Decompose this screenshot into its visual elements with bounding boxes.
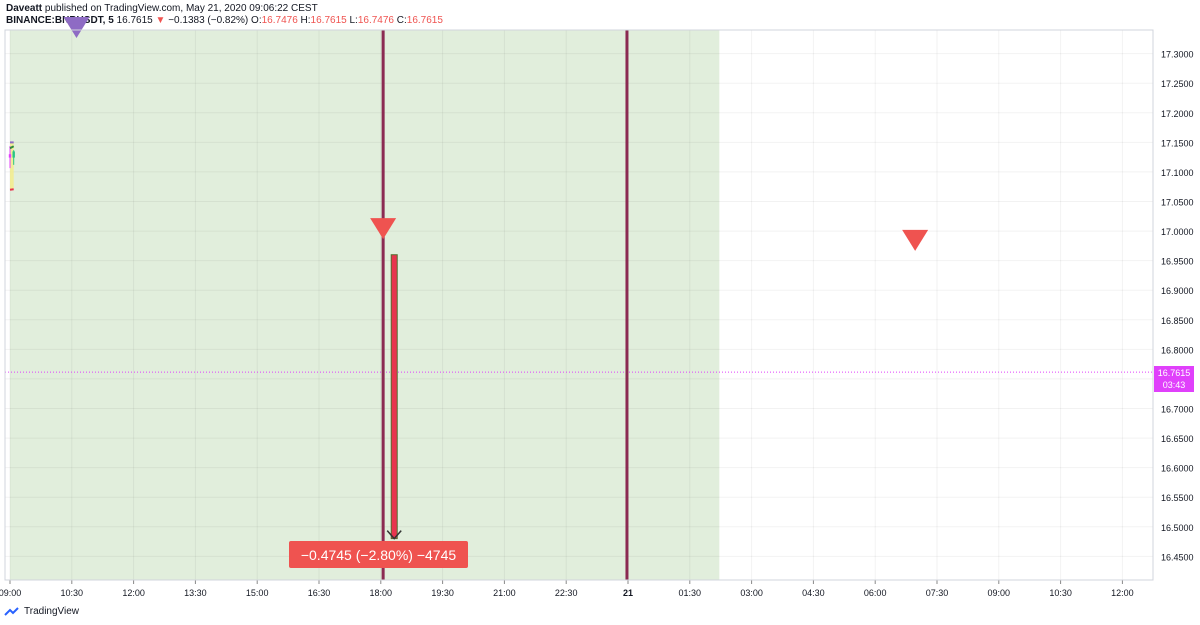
zone-bull — [10, 30, 720, 580]
y-tick-label: 16.5500 — [1161, 493, 1194, 503]
signals-layer — [63, 17, 929, 251]
y-tick-label: 17.2000 — [1161, 109, 1194, 119]
last-price-tag-value: 16.7615 — [1157, 368, 1191, 378]
open-label: O: — [251, 15, 262, 26]
last-price: 16.7615 — [116, 15, 153, 26]
tradingview-logo-icon[interactable] — [4, 606, 20, 617]
axes-layer: 17.3000 17.2500 17.2000 17.1500 17.1000 17.05… — [0, 29, 1194, 598]
x-tick-label: 09:00 — [988, 588, 1011, 598]
x-tick-label: 06:00 — [864, 588, 887, 598]
trade-range-bar — [390, 254, 398, 540]
symbol-label: BINANCE:BNBUSDT, 5 — [6, 15, 114, 26]
y-tick-label: 16.8500 — [1161, 316, 1194, 326]
y-tick-label: 17.0500 — [1161, 198, 1194, 208]
ohlc-legend: BINANCE:BNBUSDT, 5 16.7615 ▼ −0.1383 (−0… — [6, 15, 443, 26]
x-tick-label: 13:30 — [184, 588, 207, 598]
ma-green-line — [9, 145, 15, 150]
y-tick-label: 16.8000 — [1161, 345, 1194, 355]
x-tick-label: 21 — [623, 588, 633, 598]
cloud-layer — [10, 142, 14, 190]
change-value: −0.1383 (−0.82%) — [168, 15, 249, 26]
sell-signal-icon — [902, 229, 929, 251]
plot-frame — [4, 29, 1154, 581]
trade-result-badge: −0.4745 (−2.80%) −4745 — [289, 541, 468, 568]
author-name[interactable]: Daveatt — [6, 3, 43, 14]
x-tick-label: 15:00 — [246, 588, 269, 598]
y-tick-label: 17.2500 — [1161, 79, 1194, 89]
y-tick-label: 16.7000 — [1161, 404, 1194, 414]
y-tick-label: 17.1000 — [1161, 168, 1194, 178]
y-tick-label: 16.6000 — [1161, 464, 1194, 474]
y-tick-label: 16.9000 — [1161, 286, 1194, 296]
x-tick-label: 10:30 — [61, 588, 84, 598]
footer: TradingView — [4, 606, 79, 617]
x-tick-label: 09:00 — [0, 588, 21, 598]
high-value: 16.7615 — [310, 15, 347, 26]
sell-signal-icon — [370, 218, 397, 240]
footer-brand[interactable]: TradingView — [24, 606, 80, 617]
y-tick-label: 16.9500 — [1161, 257, 1194, 267]
x-tick-label: 22:30 — [555, 588, 578, 598]
candles-layer — [8, 146, 15, 169]
x-tick-label: 01:30 — [679, 588, 702, 598]
vertical-lines-layer — [381, 30, 629, 580]
x-tick-label: 19:30 — [431, 588, 454, 598]
trade-exit-arrow-icon — [386, 530, 402, 540]
y-tick-label: 16.6500 — [1161, 434, 1194, 444]
x-tick-label: 12:00 — [1111, 588, 1134, 598]
y-tick-label: 17.0000 — [1161, 227, 1194, 237]
candle-down-body — [8, 154, 12, 158]
x-tick-label: 04:30 — [802, 588, 825, 598]
x-tick-label: 18:00 — [370, 588, 393, 598]
down-arrow-icon: ▼ — [155, 15, 166, 26]
y-tick-label: 16.5000 — [1161, 523, 1194, 533]
x-tick-label: 21:00 — [493, 588, 516, 598]
y-tick-label: 17.3000 — [1161, 50, 1194, 60]
low-value: 16.7476 — [357, 15, 394, 26]
candle-up-body — [12, 151, 15, 158]
zone-layer — [10, 30, 720, 580]
y-tick-label: 17.1500 — [1161, 138, 1194, 148]
last-price-tag: 16.7615 03:43 — [1154, 366, 1194, 392]
ma-cloud-fill — [10, 142, 14, 190]
grid-layer — [5, 30, 1153, 580]
y-tick-label: 16.4500 — [1161, 552, 1194, 562]
ma-red-line — [9, 188, 14, 191]
x-tick-label: 10:30 — [1049, 588, 1072, 598]
x-tick-label: 16:30 — [308, 588, 331, 598]
x-tick-label: 12:00 — [122, 588, 145, 598]
sell-signal-icon — [63, 17, 90, 38]
ma-lines-layer — [5, 141, 1153, 373]
x-tick-label: 03:00 — [740, 588, 763, 598]
close-value: 16.7615 — [406, 15, 443, 26]
close-label: C: — [396, 15, 407, 26]
open-value: 16.7476 — [261, 15, 298, 26]
publish-text: published on TradingView.com, May 21, 20… — [44, 3, 318, 14]
low-label: L: — [349, 15, 358, 26]
x-tick-label: 07:30 — [926, 588, 949, 598]
bar-countdown: 03:43 — [1162, 380, 1186, 390]
publish-info: Daveatt published on TradingView.com, Ma… — [6, 3, 318, 14]
high-label: H: — [300, 15, 311, 26]
